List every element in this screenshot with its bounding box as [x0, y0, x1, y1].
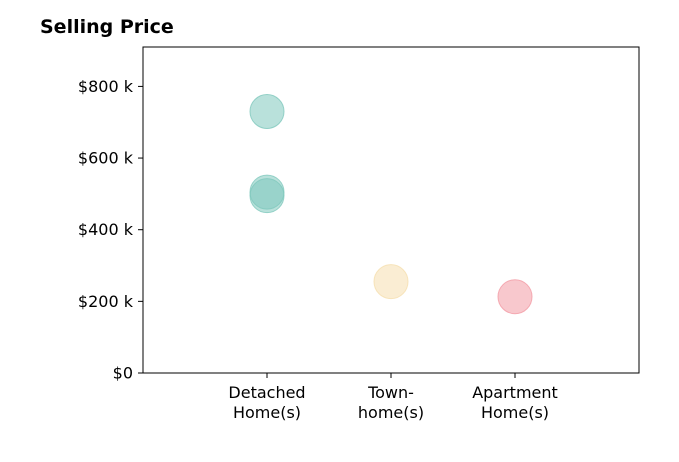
y-tick-label: $600 k	[78, 149, 134, 168]
data-point	[249, 178, 285, 214]
data-point	[373, 264, 409, 300]
data-point	[249, 93, 285, 129]
x-tick-label: Detached Home(s)	[228, 383, 305, 422]
y-axis: $0 $200 k $400 k $600 k $800 k	[78, 77, 143, 383]
y-tick-label: $400 k	[78, 220, 134, 239]
plot-area	[142, 46, 640, 374]
y-tick-label: $200 k	[78, 292, 134, 311]
y-tick-label: $800 k	[78, 77, 134, 96]
data-point	[497, 279, 533, 315]
x-tick-label: Apartment Home(s)	[472, 383, 558, 422]
chart-title: Selling Price	[40, 16, 174, 38]
x-axis: Detached Home(s) Town-home(s) Apartment Home…	[228, 373, 558, 422]
y-tick-label: $0	[113, 364, 133, 383]
points-layer	[249, 93, 533, 315]
x-tick-label: Town-home(s)	[358, 383, 424, 422]
